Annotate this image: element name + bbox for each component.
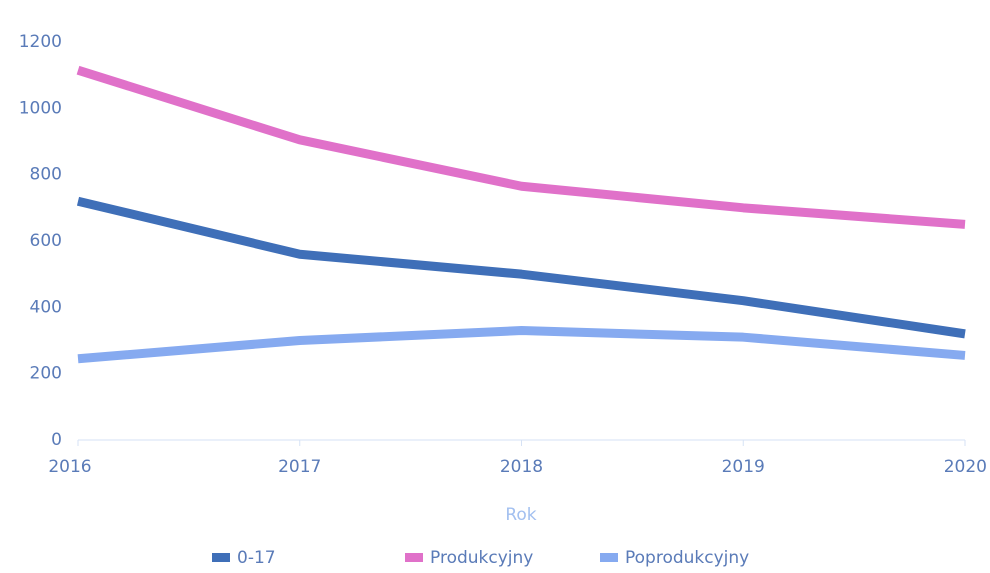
y-tick-label: 1200 bbox=[19, 32, 62, 52]
y-tick-label: 600 bbox=[30, 231, 62, 251]
legend-label: Produkcyjny bbox=[430, 548, 533, 568]
y-tick-label: 0 bbox=[51, 430, 62, 450]
x-tick-label: 2018 bbox=[500, 457, 543, 477]
y-tick-label: 800 bbox=[30, 165, 62, 185]
legend-label: 0-17 bbox=[237, 548, 276, 568]
x-tick-label: 2016 bbox=[48, 457, 91, 477]
line bbox=[77, 326, 966, 364]
legend-label: Poprodukcyjny bbox=[625, 548, 749, 568]
legend-swatch bbox=[405, 553, 423, 562]
y-tick-label: 400 bbox=[30, 297, 62, 317]
x-tick-label: 2020 bbox=[944, 457, 987, 477]
x-tick-label: 2017 bbox=[278, 457, 321, 477]
y-tick-label: 200 bbox=[30, 364, 62, 384]
x-axis-label: Rok bbox=[505, 505, 536, 525]
y-tick-label: 1000 bbox=[19, 98, 62, 118]
line bbox=[76, 65, 966, 229]
legend-swatch bbox=[212, 553, 230, 562]
legend-swatch bbox=[600, 553, 618, 562]
x-tick-label: 2019 bbox=[722, 457, 765, 477]
line bbox=[76, 196, 966, 339]
